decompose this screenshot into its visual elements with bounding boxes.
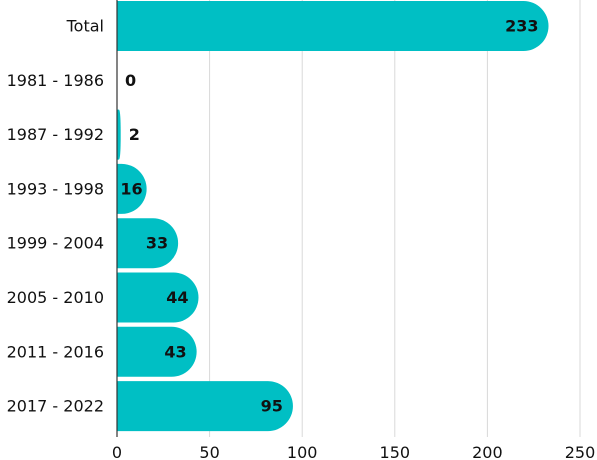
grid-lines (209, 0, 581, 437)
value-label-total: 233 (505, 17, 538, 36)
category-label-1981-1986: 1981 - 1986 (7, 71, 104, 90)
value-label-2011-2016: 43 (164, 342, 186, 361)
category-label-2005-2010: 2005 - 2010 (7, 288, 104, 307)
bar-total (117, 1, 549, 51)
value-label-1981-1986: 0 (125, 71, 136, 90)
x-tick-label-150: 150 (380, 443, 411, 460)
category-label-1993-1998: 1993 - 1998 (7, 179, 104, 198)
bar-2005-2010 (117, 272, 199, 323)
bar-2011-2016 (117, 326, 197, 377)
bar-1987-1992 (117, 109, 121, 160)
value-label-1987-1992: 2 (129, 125, 140, 144)
category-label-1999-2004: 1999 - 2004 (7, 234, 104, 253)
x-tick-label-0: 0 (112, 443, 122, 460)
category-labels: Total 1981 - 1986 1987 - 1992 1993 - 1998 19… (7, 17, 104, 416)
value-label-2005-2010: 44 (166, 288, 188, 307)
category-label-1987-1992: 1987 - 1992 (7, 125, 104, 144)
bars (117, 1, 549, 432)
category-label-total: Total (66, 17, 104, 36)
category-label-2011-2016: 2011 - 2016 (7, 342, 104, 361)
value-label-2017-2022: 95 (261, 397, 283, 416)
bar-1993-1998 (117, 163, 147, 214)
x-tick-label-100: 100 (287, 443, 318, 460)
x-tick-label-50: 50 (199, 443, 219, 460)
category-label-2017-2022: 2017 - 2022 (7, 397, 104, 416)
value-label-1999-2004: 33 (146, 234, 168, 253)
x-tick-label-250: 250 (565, 443, 596, 460)
x-tick-label-200: 200 (472, 443, 503, 460)
bar-1999-2004 (117, 218, 179, 269)
value-labels: 233 0 2 16 33 44 43 95 (120, 17, 538, 416)
value-label-1993-1998: 16 (120, 179, 142, 198)
x-axis-ticks: 0 50 100 150 200 250 (112, 443, 595, 460)
bar-2017-2022 (117, 381, 293, 432)
